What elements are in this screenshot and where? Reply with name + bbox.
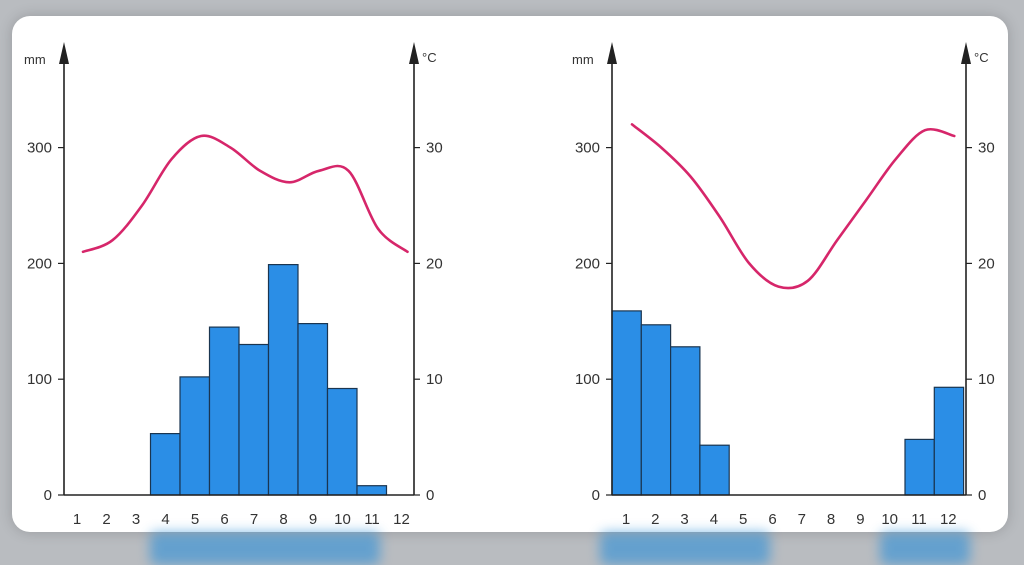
right-axis-arrow-icon bbox=[961, 42, 971, 64]
right-tick-label: 0 bbox=[978, 487, 986, 504]
right-tick-label: 0 bbox=[426, 487, 434, 504]
right-axis-unit: °C bbox=[974, 50, 989, 65]
precipitation-bar-1 bbox=[611, 310, 642, 496]
month-label-3: 3 bbox=[132, 511, 140, 528]
precipitation-bar-9 bbox=[297, 323, 329, 496]
precipitation-bar-10 bbox=[326, 387, 358, 496]
right-tick-label: 20 bbox=[426, 255, 443, 272]
month-label-10: 10 bbox=[881, 511, 898, 528]
month-label-9: 9 bbox=[856, 511, 864, 528]
month-label-11: 11 bbox=[911, 511, 927, 528]
precipitation-bar-6 bbox=[208, 326, 240, 496]
precipitation-bar-11 bbox=[356, 485, 388, 496]
month-label-2: 2 bbox=[102, 511, 110, 528]
left-axis-arrow-icon bbox=[607, 42, 617, 64]
month-label-1: 1 bbox=[73, 511, 81, 528]
precipitation-bar-11 bbox=[904, 438, 935, 496]
month-label-10: 10 bbox=[334, 511, 351, 528]
right-tick-label: 10 bbox=[978, 371, 995, 388]
left-tick-label: 0 bbox=[592, 487, 600, 504]
left-tick-label: 100 bbox=[27, 371, 52, 388]
month-label-11: 11 bbox=[364, 511, 380, 528]
left-tick-label: 300 bbox=[575, 140, 600, 157]
month-label-7: 7 bbox=[250, 511, 258, 528]
month-label-8: 8 bbox=[827, 511, 835, 528]
bottom-glow-middle bbox=[600, 532, 770, 565]
precipitation-bar-5 bbox=[179, 376, 211, 496]
left-axis-unit: mm bbox=[24, 52, 46, 67]
month-label-12: 12 bbox=[940, 511, 957, 528]
left-axis-unit: mm bbox=[572, 52, 594, 67]
right-tick-label: 30 bbox=[426, 140, 443, 157]
right-tick-label: 30 bbox=[978, 140, 995, 157]
left-tick-label: 200 bbox=[27, 255, 52, 272]
month-label-12: 12 bbox=[393, 511, 410, 528]
precipitation-bar-2 bbox=[640, 324, 672, 496]
left-tick-label: 300 bbox=[27, 140, 52, 157]
precipitation-bar-12 bbox=[933, 386, 965, 496]
right-axis-unit: °C bbox=[422, 50, 437, 65]
bottom-glow-left bbox=[150, 532, 380, 565]
month-label-8: 8 bbox=[279, 511, 287, 528]
left-tick-label: 0 bbox=[44, 487, 52, 504]
month-label-6: 6 bbox=[768, 511, 776, 528]
temperature-line bbox=[630, 123, 956, 290]
bottom-glow-right bbox=[880, 532, 970, 565]
month-label-7: 7 bbox=[798, 511, 806, 528]
right-tick-label: 10 bbox=[426, 371, 443, 388]
temperature-line bbox=[81, 134, 409, 254]
left-tick-label: 200 bbox=[575, 255, 600, 272]
precipitation-bar-4 bbox=[149, 433, 181, 496]
precipitation-bar-3 bbox=[669, 346, 701, 496]
precipitation-bar-8 bbox=[267, 264, 299, 496]
month-label-3: 3 bbox=[680, 511, 688, 528]
month-label-1: 1 bbox=[622, 511, 630, 528]
right-axis-arrow-icon bbox=[409, 42, 419, 64]
month-label-4: 4 bbox=[710, 511, 718, 528]
precipitation-bar-7 bbox=[238, 343, 270, 496]
left-axis-arrow-icon bbox=[59, 42, 69, 64]
right-tick-label: 20 bbox=[978, 255, 995, 272]
left-tick-label: 100 bbox=[575, 371, 600, 388]
month-label-2: 2 bbox=[651, 511, 659, 528]
month-label-9: 9 bbox=[309, 511, 317, 528]
month-label-6: 6 bbox=[220, 511, 228, 528]
month-label-4: 4 bbox=[161, 511, 169, 528]
month-label-5: 5 bbox=[191, 511, 199, 528]
precipitation-bar-4 bbox=[699, 444, 730, 496]
month-label-5: 5 bbox=[739, 511, 747, 528]
